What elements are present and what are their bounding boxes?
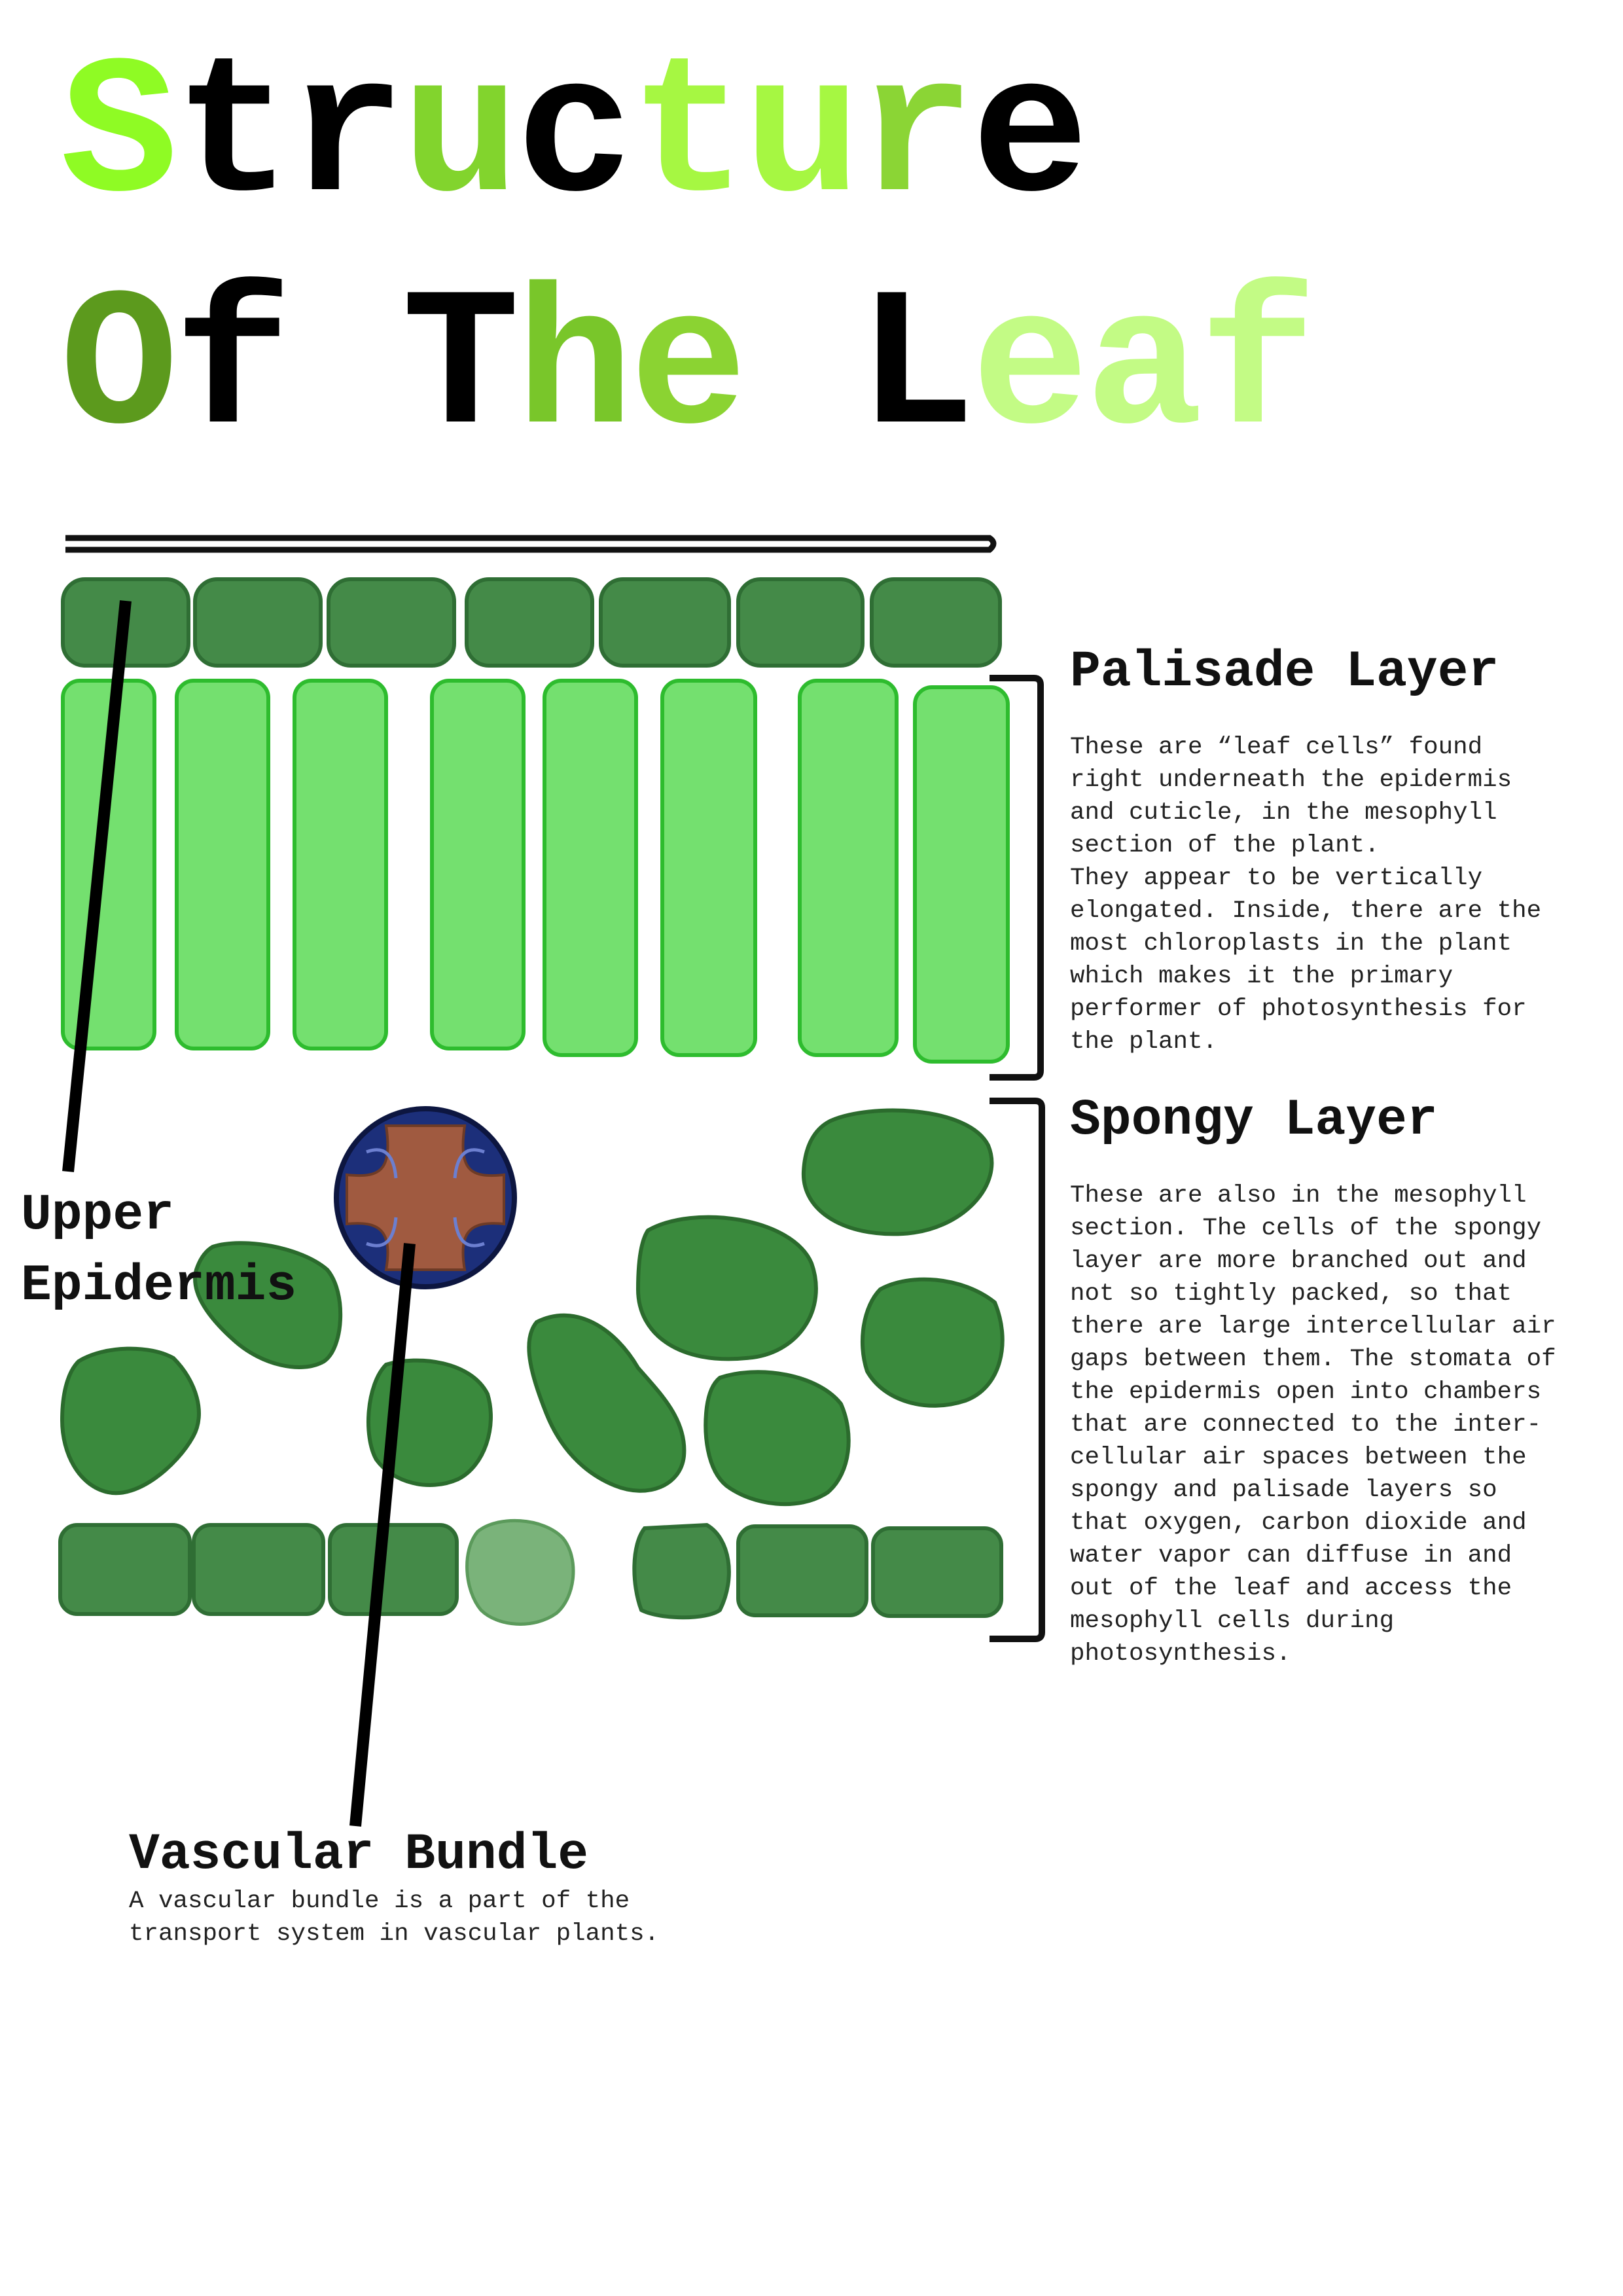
spongy-cell [60,1346,201,1496]
upper-epidermis-pointer [62,600,132,1172]
title-segment: tr [174,26,406,249]
palisade-cell [798,679,899,1057]
title-segment: L [857,259,975,481]
upper-epidermis-cell [465,577,594,668]
guard-cell [465,1518,575,1626]
title-segment: e [971,26,1089,249]
upper-epidermis-cell [327,577,456,668]
spongy-cell [635,1215,818,1361]
title-segment: S [60,26,178,249]
vascular-bundle-phloem [453,1217,485,1247]
spongy-cell [527,1313,687,1493]
palisade-layer-description: These are “leaf cells” found right under… [1070,734,1542,1056]
palisade-cell [543,679,638,1057]
vascular-bundle-heading: Vascular Bundle [129,1826,589,1884]
upper-epidermis-cell [599,577,731,668]
lower-epidermis-cell [192,1523,325,1616]
lower-epidermis-cell [328,1523,459,1616]
spongy-layer-bracket [990,1098,1045,1642]
lower-epidermis-cell [58,1523,192,1616]
upper-epidermis-cell [870,577,1002,668]
vascular-bundle-pointer [349,1243,416,1827]
spongy-layer-description: These are also in the mesophyll section.… [1070,1182,1556,1668]
spongy-cell [193,1241,343,1369]
title-segment: r [857,26,975,249]
palisade-cell [430,679,526,1050]
palisade-layer-bracket [990,675,1044,1081]
title-segment: h [516,259,633,481]
vascular-bundle-phloem [453,1148,485,1179]
palisade-cell [293,679,388,1050]
palisade-cell [913,685,1010,1064]
title-segment: c [516,26,633,249]
spongy-layer-heading: Spongy Layer [1070,1092,1438,1149]
palisade-cell [175,679,270,1050]
lower-epidermis-cell [632,1522,731,1620]
lower-epidermis-row [58,1518,1003,1626]
upper-epidermis-cell [736,577,865,668]
title-segment: T [402,259,520,481]
title-segment: e [630,259,747,481]
title-segment: eaf [971,259,1317,481]
vascular-bundle-phloem [366,1148,398,1179]
upper-epidermis-label: Upper Epidermis [21,1187,297,1315]
title-line-of-the-leaf: Of The Leaf [60,272,1317,468]
lower-epidermis-cell [871,1526,1003,1618]
title-segment: O [60,259,178,481]
spongy-layer [60,1108,1005,1507]
spongy-cell [704,1370,851,1507]
spongy-cell [801,1108,994,1236]
title-segment: f [174,259,402,481]
vascular-bundle-phloem [366,1217,398,1247]
cuticle-line [65,535,997,553]
palisade-cell [660,679,757,1057]
upper-epidermis-row [61,577,1002,668]
title-line-structure: Structure [60,39,1089,236]
vascular-bundle-xylem [346,1124,505,1271]
palisade-layer-heading: Palisade Layer [1070,643,1499,701]
upper-epidermis-cell [193,577,323,668]
palisade-layer [61,679,1010,1064]
vascular-bundle [334,1106,517,1289]
lower-epidermis-cell [736,1524,868,1617]
vascular-bundle-description: A vascular bundle is a part of the trans… [129,1888,660,1948]
title-segment: u [402,26,520,249]
spongy-cell [860,1277,1005,1408]
title-segment: tu [630,26,861,249]
